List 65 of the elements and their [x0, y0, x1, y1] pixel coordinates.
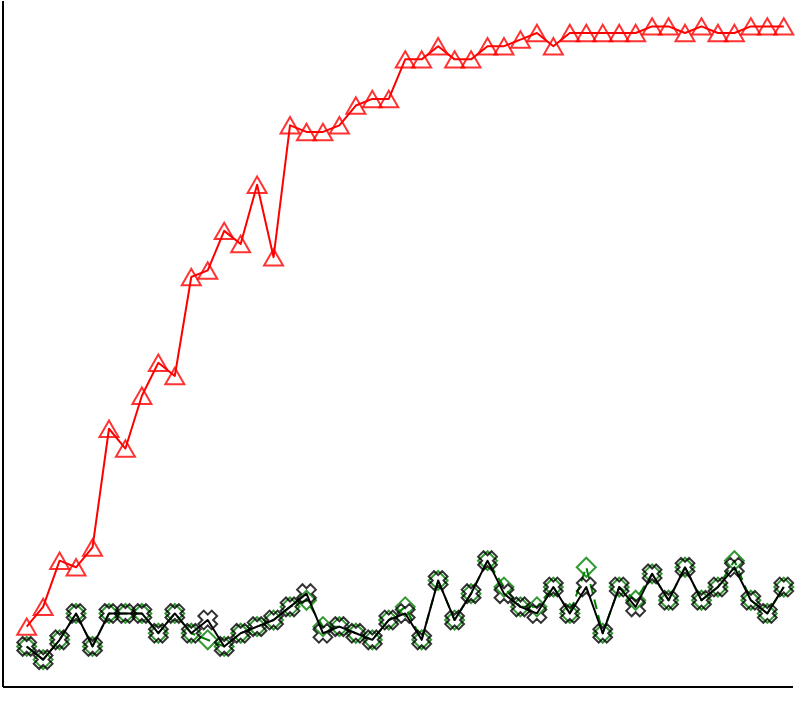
- point: [263, 248, 285, 267]
- point: [312, 622, 334, 644]
- point: [575, 576, 597, 598]
- point: [230, 234, 252, 254]
- point: [411, 50, 433, 69]
- point: [526, 596, 548, 618]
- point: [295, 589, 317, 611]
- point: [246, 175, 268, 194]
- point: [296, 583, 317, 605]
- point: [493, 36, 515, 56]
- point: [740, 17, 762, 36]
- point: [427, 36, 449, 56]
- point: [493, 576, 515, 598]
- point: [444, 50, 466, 69]
- point: [197, 261, 219, 280]
- point: [559, 23, 581, 43]
- point: [658, 17, 680, 36]
- point: [114, 439, 136, 458]
- point: [378, 89, 400, 109]
- point: [509, 30, 531, 49]
- point: [49, 551, 71, 570]
- point: [295, 122, 317, 142]
- point: [164, 366, 186, 386]
- point: [674, 23, 696, 43]
- point: [641, 17, 663, 36]
- point: [707, 23, 729, 43]
- point: [625, 596, 647, 618]
- point: [16, 617, 38, 636]
- point: [213, 221, 235, 241]
- point: [575, 556, 597, 578]
- point: [592, 23, 614, 43]
- point: [394, 603, 416, 624]
- point: [542, 36, 564, 56]
- point: [460, 50, 482, 69]
- point: [723, 550, 745, 572]
- point: [328, 116, 350, 135]
- point: [394, 50, 416, 69]
- point: [131, 386, 153, 405]
- point: [625, 23, 647, 43]
- point: [724, 556, 745, 578]
- point: [345, 96, 367, 115]
- point: [180, 267, 202, 287]
- point: [477, 36, 499, 56]
- point: [526, 603, 548, 624]
- point: [690, 17, 712, 36]
- point: [147, 353, 169, 372]
- point: [756, 17, 778, 36]
- point: [575, 23, 597, 43]
- point: [32, 597, 54, 617]
- point: [723, 23, 745, 43]
- point: [279, 116, 301, 135]
- point: [65, 558, 87, 577]
- point: [312, 616, 334, 638]
- point: [394, 596, 416, 618]
- point: [197, 629, 219, 651]
- point: [98, 419, 120, 438]
- point: [608, 23, 630, 43]
- point: [312, 122, 334, 142]
- point: [361, 89, 383, 109]
- point: [82, 538, 104, 557]
- point: [625, 589, 647, 611]
- point: [526, 23, 548, 43]
- point: [773, 17, 795, 36]
- point: [197, 609, 219, 631]
- point: [493, 583, 515, 605]
